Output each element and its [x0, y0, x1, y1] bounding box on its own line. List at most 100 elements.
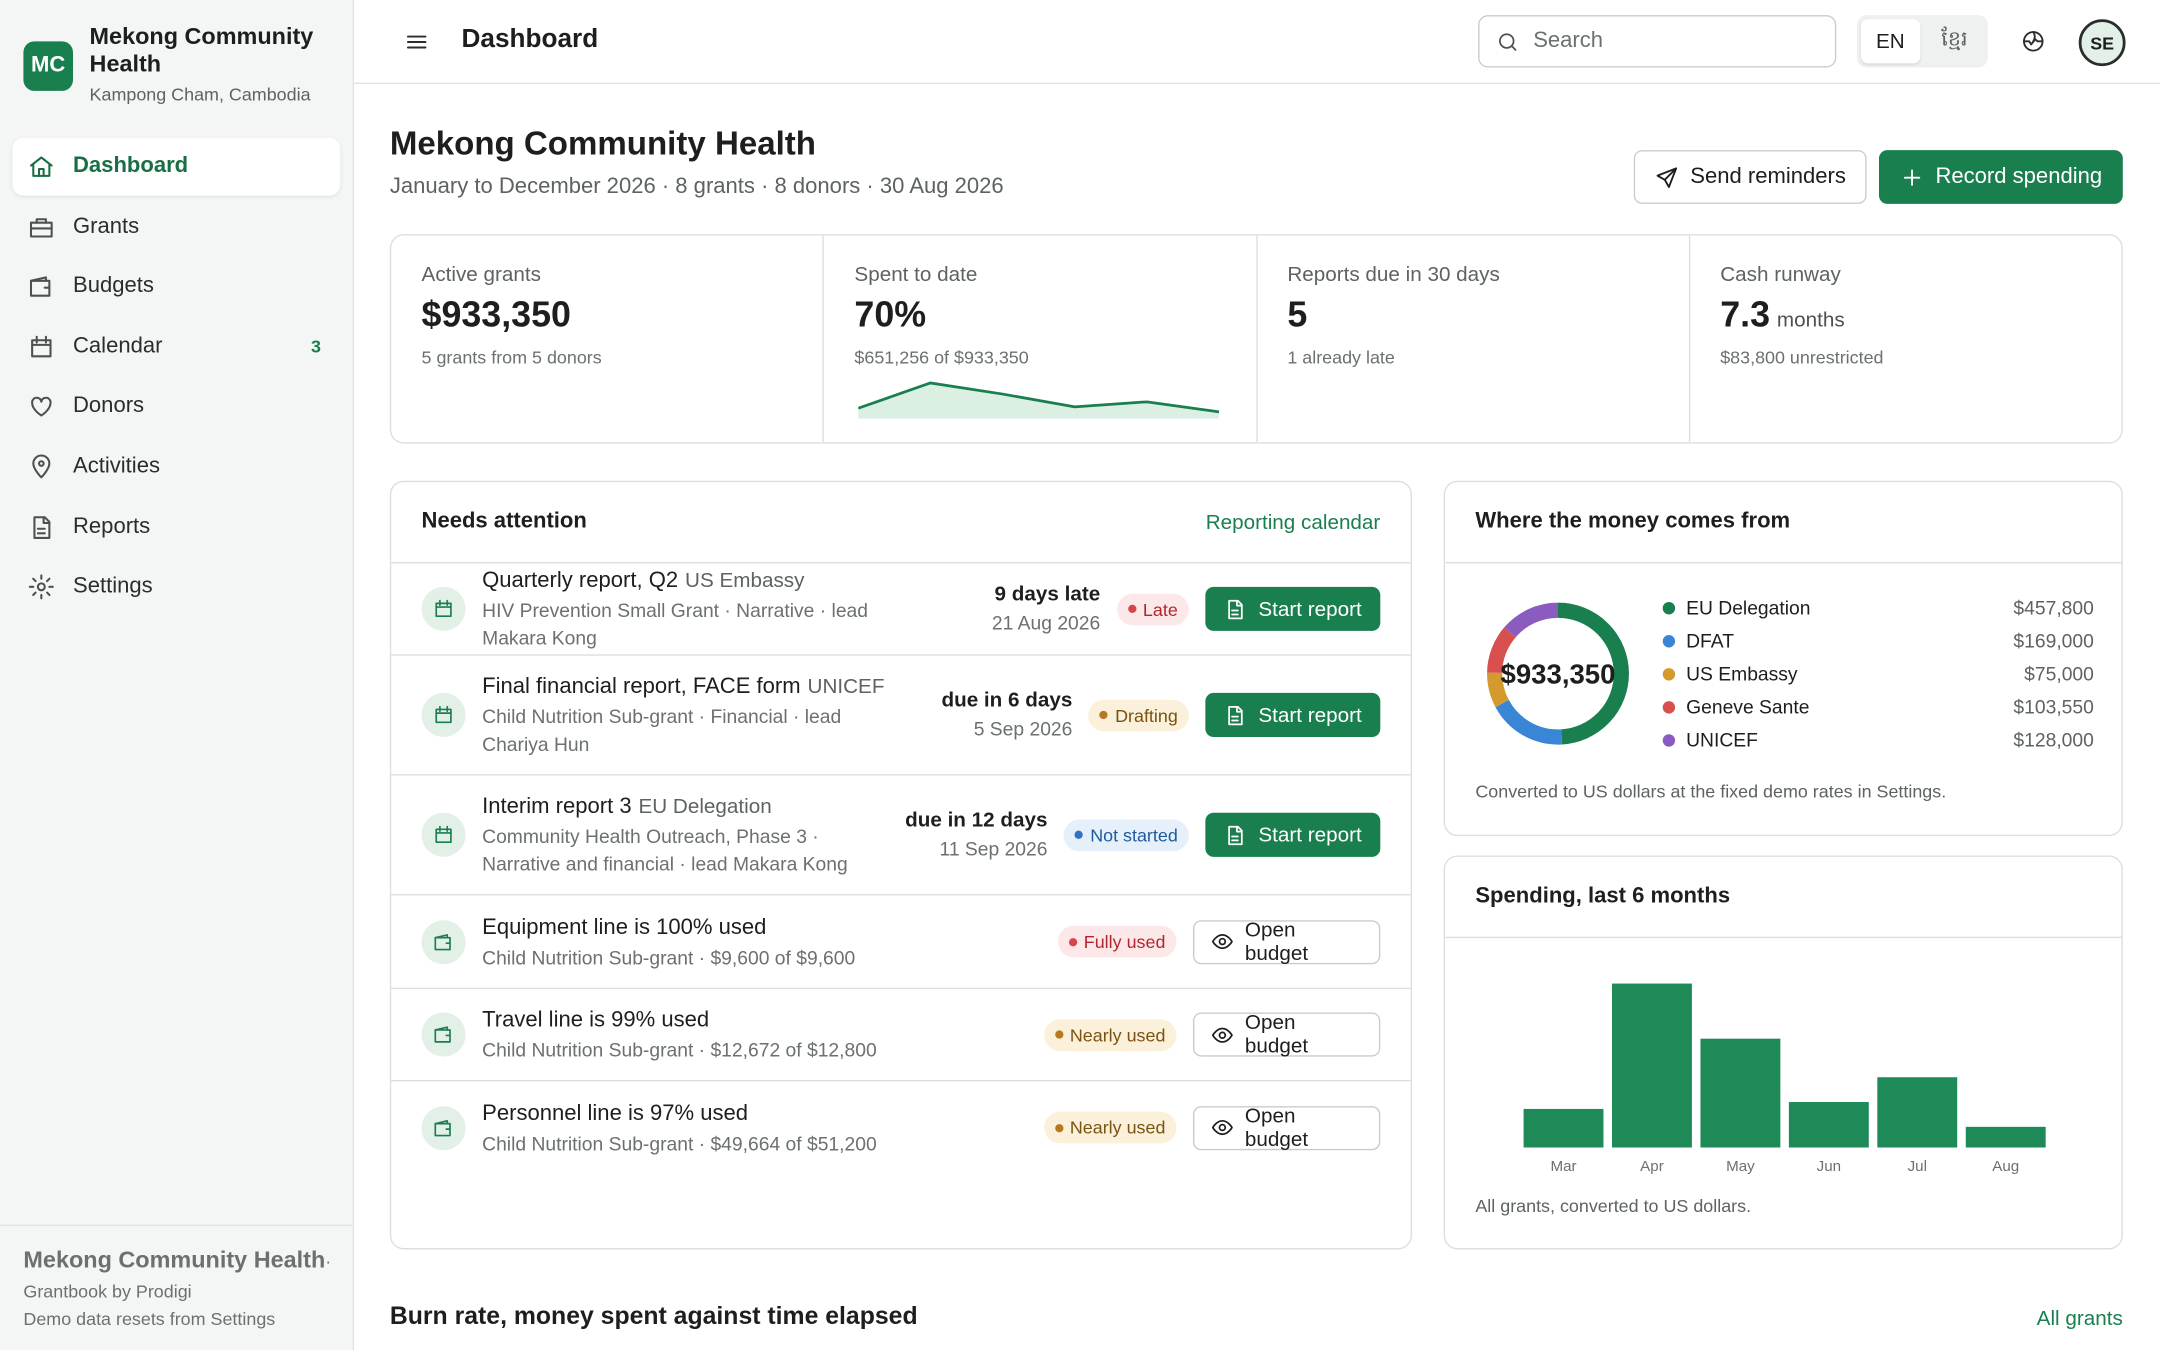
- icon-stroke: [435, 602, 452, 618]
- status-label: Fully used: [1083, 931, 1166, 952]
- x-tick-label: May: [1726, 1158, 1755, 1175]
- icon-stroke: [32, 163, 51, 177]
- icon[interactable]: [404, 29, 430, 55]
- record-spending-button[interactable]: Record spending: [1878, 150, 2123, 204]
- row-icon: [421, 1012, 466, 1057]
- donut-segment: [1487, 602, 1629, 745]
- icon: [29, 156, 53, 177]
- icon-stroke: [29, 221, 53, 237]
- all-grants-link[interactable]: All grants: [2036, 1307, 2123, 1331]
- attention-row: Equipment line is 100% used Child Nutriti…: [391, 894, 1411, 988]
- status-pill: Drafting: [1088, 699, 1189, 731]
- row-detail: Child Nutrition Sub-grant · Financial · …: [482, 705, 842, 755]
- search-box[interactable]: Search: [1478, 15, 1837, 68]
- row-action-button[interactable]: Open budget: [1192, 1011, 1381, 1058]
- row-due: due in 12 days 11 Sep 2026: [905, 807, 1047, 862]
- due-date: 5 Sep 2026: [973, 717, 1073, 740]
- send-reminders-button[interactable]: Send reminders: [1633, 150, 1867, 204]
- row-icon: [421, 812, 466, 857]
- avatar[interactable]: SE: [2078, 19, 2126, 67]
- row-text: Travel line is 99% used Child Nutrition S…: [482, 1006, 1027, 1064]
- kpi-label: Active grants: [421, 263, 541, 287]
- button-label: Open budget: [1244, 1011, 1309, 1058]
- x-tick-label: Mar: [1550, 1158, 1576, 1175]
- row-title: Quarterly report, Q2 US Embassy: [482, 566, 975, 596]
- icon-stroke: [434, 936, 451, 950]
- row-detail: Child Nutrition Sub-grant · $49,664 of $…: [482, 1131, 877, 1154]
- donut-chart: $933,350: [1487, 602, 1629, 745]
- icon-stroke: [33, 515, 51, 539]
- status-dot: [1127, 604, 1137, 614]
- row-title-text: Quarterly report, Q2: [482, 568, 679, 593]
- nav-item[interactable]: Donors: [12, 378, 340, 436]
- kpi-label: Reports due in 30 days: [1287, 263, 1500, 287]
- legend-row: EU Delegation $457,800: [1662, 596, 2094, 619]
- bar: [1612, 983, 1692, 1148]
- status-label: Drafting: [1115, 704, 1178, 726]
- kpi-number: 5: [1287, 293, 1308, 335]
- kpi-card: Spent to date 70% $651,256 of $933,350: [822, 235, 1256, 443]
- status-pill: Nearly used: [1043, 1111, 1177, 1144]
- nav-item[interactable]: Dashboard: [12, 137, 341, 196]
- icon-stroke: [32, 454, 51, 479]
- nav-item[interactable]: Budgets: [12, 258, 340, 316]
- row-detail: Child Nutrition Sub-grant · $9,600 of $9…: [482, 945, 856, 968]
- donut-center-label: $933,350: [1501, 658, 1616, 689]
- icon-stroke: [1228, 705, 1244, 725]
- row-action-button[interactable]: Start report: [1205, 586, 1381, 631]
- legend-label: DFAT: [1686, 629, 1734, 652]
- section-title: Burn rate, money spent against time elap…: [389, 1301, 918, 1330]
- row-title: Personnel line is 97% used: [482, 1099, 1027, 1129]
- icon-stroke: [1663, 166, 1678, 181]
- status-dot: [1075, 830, 1084, 839]
- sidebar: [0, 0, 355, 1350]
- row-action-button[interactable]: Start report: [1205, 692, 1381, 737]
- row-source: UNICEF: [807, 675, 885, 699]
- legend-row: UNICEF $128,000: [1662, 728, 2094, 751]
- nav-item[interactable]: Activities: [12, 438, 340, 496]
- kpi-value: 7.3 months: [1720, 293, 2091, 336]
- icon-stroke: [1218, 1030, 1227, 1039]
- bar: [1700, 1038, 1781, 1148]
- nav-label: Budgets: [73, 274, 154, 298]
- kpi-value: $933,350: [422, 293, 793, 336]
- card-divider: [1445, 936, 2122, 939]
- legend-swatch: [1662, 634, 1676, 647]
- row-action-button[interactable]: Start report: [1205, 812, 1381, 857]
- bar-chart: Mar Apr May Jun Jul Aug: [1523, 983, 2046, 1175]
- icon: [1903, 168, 1921, 186]
- header-title: Dashboard: [461, 24, 599, 54]
- sidebar-footer-divider: [0, 1224, 353, 1227]
- row-source: US Embassy: [685, 568, 805, 593]
- nav-item[interactable]: Calendar 3: [12, 318, 340, 376]
- nav-item[interactable]: Settings: [12, 558, 340, 616]
- nav-item[interactable]: Reports: [12, 498, 340, 556]
- icon[interactable]: [2021, 29, 2046, 54]
- row-title-text: Equipment line is 100% used: [482, 915, 767, 939]
- language-option[interactable]: EN: [1861, 19, 1920, 64]
- icon-stroke: [1218, 1123, 1227, 1132]
- icon: [1211, 933, 1233, 950]
- kpi-card: Active grants $933,350 5 grants from 5 don…: [391, 236, 823, 443]
- reporting-calendar-link[interactable]: Reporting calendar: [1205, 511, 1381, 535]
- nav-item[interactable]: Grants: [12, 198, 340, 256]
- icon-stroke: [29, 156, 53, 167]
- status-label: Nearly used: [1069, 1117, 1166, 1138]
- language-option[interactable]: ខ្មែរ: [1941, 27, 1968, 51]
- button-label: Send reminders: [1690, 164, 1846, 189]
- row-icon: [421, 919, 466, 964]
- bar-card: Spending, last 6 months Mar Apr May Jun Jul Au…: [1443, 855, 2123, 1250]
- x-tick-label: Jul: [1908, 1158, 1927, 1175]
- legend-value: $128,000: [2013, 728, 2094, 751]
- icon-stroke: [1228, 599, 1244, 619]
- kpi-value: 70%: [854, 293, 1225, 336]
- icon-stroke: [434, 1029, 451, 1043]
- icon-stroke: [1228, 825, 1244, 845]
- kpi-card: Reports due in 30 days 5 1 already late: [1255, 235, 1689, 443]
- donut-segment: [1487, 602, 1629, 745]
- kpi-value: 5: [1287, 293, 1658, 336]
- status-dot: [1099, 710, 1109, 720]
- kpi-number: 70%: [854, 293, 927, 335]
- row-action-button[interactable]: Open budget: [1192, 918, 1381, 965]
- row-action-button[interactable]: Open budget: [1192, 1104, 1381, 1151]
